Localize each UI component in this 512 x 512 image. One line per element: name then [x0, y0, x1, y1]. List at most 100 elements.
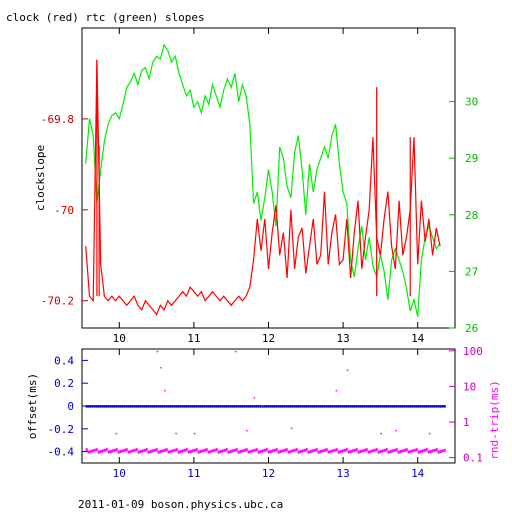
rtt-point: [115, 448, 118, 452]
rtt-point: [245, 448, 248, 452]
rtt-point: [127, 450, 130, 454]
rtt-point: [167, 450, 170, 454]
offset-point: [193, 405, 196, 408]
offset-point: [215, 405, 218, 408]
offset-point: [333, 405, 336, 408]
slope-x-tick-label: 13: [336, 332, 349, 345]
rtt-point: [193, 448, 196, 452]
rtt-point: [439, 450, 442, 453]
rtt-point: [311, 449, 314, 453]
rtt-point: [197, 450, 200, 454]
offset-point: [105, 405, 108, 408]
rtt-point: [283, 448, 286, 452]
offset-point: [283, 405, 286, 408]
offset-point: [207, 405, 210, 408]
offset-x-tick-label: 10: [113, 467, 126, 480]
offset-point: [295, 405, 298, 408]
offset-point: [259, 405, 262, 408]
rtt-point: [271, 449, 274, 453]
rtt-right-tick-label: 100: [463, 345, 483, 358]
offset-point: [201, 405, 204, 408]
rtt-point: [315, 448, 318, 452]
offset-left-tick-label: 0.2: [54, 377, 74, 390]
offset-point: [99, 405, 102, 408]
offset-point: [195, 405, 198, 408]
offset-point: [397, 405, 400, 408]
offset-point: [429, 405, 432, 408]
rtt-outlier: [261, 405, 263, 407]
offset-point: [373, 405, 376, 408]
offset-point: [271, 405, 274, 408]
rtt-point: [277, 450, 280, 454]
offset-point: [275, 405, 278, 408]
rtt-right-tick-label: 1: [463, 416, 470, 429]
offset-point: [285, 405, 288, 408]
rtt-point: [361, 449, 364, 453]
offset-point: [321, 405, 324, 408]
rtt-point: [191, 449, 194, 453]
rtt-point: [267, 450, 270, 454]
rtt-point: [281, 449, 284, 453]
offset-point: [361, 405, 364, 408]
offset-point: [129, 405, 132, 408]
rtt-point: [293, 448, 296, 452]
rtt-point: [157, 450, 160, 454]
offset-point: [133, 405, 136, 408]
offset-point: [399, 405, 402, 408]
rtt-point: [357, 450, 360, 454]
offset-x-tick-label: 13: [336, 467, 349, 480]
offset-point: [347, 405, 350, 408]
offset-point: [411, 405, 414, 408]
rtt-point: [397, 450, 400, 454]
offset-point: [135, 405, 138, 408]
offset-point: [395, 405, 398, 408]
rtt-point: [109, 450, 112, 453]
offset-point: [125, 405, 128, 408]
rtt-point: [347, 450, 350, 454]
rtt-point: [279, 450, 282, 453]
rtt-point: [173, 448, 176, 452]
offset-point: [375, 405, 378, 408]
offset-left-tick-label: 0.4: [54, 354, 74, 367]
rtt-point: [291, 449, 294, 453]
rtt-point: [145, 448, 148, 452]
offset-point: [349, 405, 352, 408]
offset-x-tick-label: 11: [187, 467, 200, 480]
offset-point: [251, 405, 254, 408]
rtt-point: [333, 448, 336, 452]
offset-point: [317, 405, 320, 408]
offset-point: [315, 405, 318, 408]
rtt-point: [225, 448, 228, 452]
rtt-point: [125, 448, 128, 452]
offset-point: [177, 405, 180, 408]
rtt-point: [375, 448, 378, 452]
offset-point: [431, 405, 434, 408]
offset-point: [269, 405, 272, 408]
rtt-point: [155, 448, 158, 452]
rtt-outlier: [428, 432, 431, 435]
offset-point: [435, 405, 438, 408]
offset-point: [313, 405, 316, 408]
offset-left-tick-label: 0: [67, 400, 74, 413]
slope-right-tick-label: 30: [465, 96, 478, 109]
rtt-point: [335, 448, 338, 452]
rtt-point: [101, 449, 104, 453]
offset-point: [353, 405, 356, 408]
rtt-point: [89, 450, 92, 453]
offset-left-tick-label: -0.4: [48, 446, 75, 459]
rtt-point: [435, 448, 438, 452]
offset-point: [355, 405, 358, 408]
rtt-point: [105, 448, 108, 452]
offset-point: [421, 405, 424, 408]
offset-point: [205, 405, 208, 408]
slope-x-tick-label: 14: [411, 332, 425, 345]
slope-right-tick-label: 27: [465, 265, 478, 278]
rtt-outlier: [246, 429, 248, 432]
rtt-outlier: [115, 432, 118, 435]
rtt-point: [219, 450, 222, 453]
rtt-point: [99, 450, 102, 453]
offset-point: [145, 405, 148, 408]
offset-point: [357, 405, 360, 408]
offset-point: [185, 405, 188, 408]
offset-point: [387, 405, 390, 408]
